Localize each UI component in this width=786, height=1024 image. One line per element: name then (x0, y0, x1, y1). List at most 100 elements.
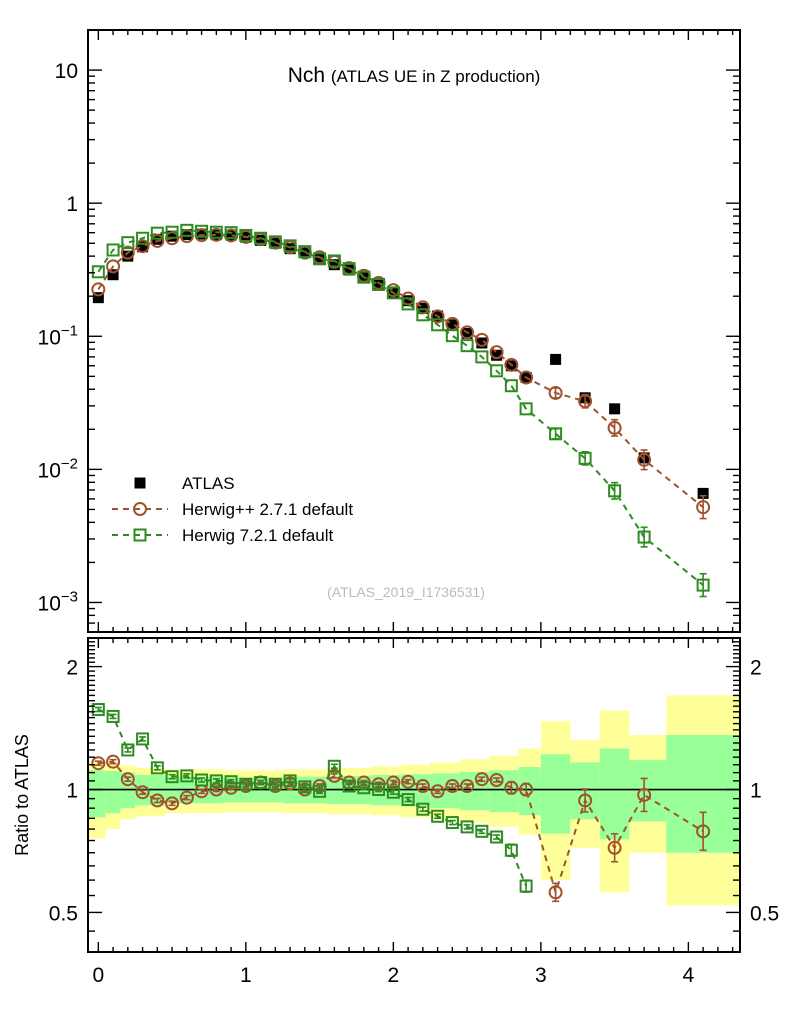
marker-open-square (386, 286, 400, 300)
legend (112, 477, 168, 542)
marker-open-circle (474, 332, 489, 347)
marker-open-square (637, 530, 651, 544)
legend-label: Herwig++ 2.7.1 default (182, 500, 353, 519)
marker-open-square (106, 243, 120, 257)
marker-open-circle (415, 300, 430, 315)
marker-open-square (490, 830, 504, 844)
marker-open-square (519, 402, 533, 416)
marker-open-circle (91, 756, 106, 771)
marker-open-square (460, 820, 474, 834)
marker-open-circle (696, 824, 711, 839)
marker-open-square (224, 226, 238, 240)
marker-open-square (239, 777, 253, 791)
ratio-y-tick-label-right: 0.5 (750, 902, 779, 925)
marker-open-square (327, 759, 341, 773)
marker-open-square (327, 254, 341, 268)
marker-open-circle (519, 370, 534, 385)
marker-open-square (195, 224, 209, 238)
marker-open-square (504, 379, 518, 393)
marker-open-circle (135, 785, 150, 800)
marker-filled-square (107, 269, 119, 281)
marker-open-square (165, 770, 179, 784)
marker-open-circle (150, 233, 165, 248)
marker-filled-square (284, 243, 296, 255)
marker-open-square (121, 743, 135, 757)
marker-open-square (386, 785, 400, 799)
marker-open-circle (106, 259, 121, 274)
marker-open-circle (445, 779, 460, 794)
marker-open-circle (519, 782, 534, 797)
marker-open-circle (133, 502, 147, 516)
marker-open-square (475, 824, 489, 838)
band-inner (105, 771, 121, 814)
marker-filled-square (225, 229, 237, 241)
band-inner (518, 767, 541, 816)
ratio-y-tick-label: 0.5 (49, 902, 78, 925)
marker-open-circle (401, 774, 416, 789)
plot-title: Nch (ATLAS UE in Z production) (288, 64, 541, 87)
marker-open-circle (578, 394, 593, 409)
y-tick-label: 10 (55, 60, 78, 83)
marker-open-square (298, 245, 312, 259)
marker-open-square (133, 528, 147, 542)
marker-open-square (165, 225, 179, 239)
band-clip-bottom (0, 953, 786, 1024)
marker-open-circle (91, 282, 106, 297)
marker-open-square (209, 225, 223, 239)
marker-open-square (209, 774, 223, 788)
marker-open-square (578, 451, 592, 465)
marker-open-square (549, 427, 563, 441)
marker-open-circle (120, 245, 135, 260)
marker-open-square (372, 277, 386, 291)
marker-filled-square (491, 349, 503, 361)
marker-filled-square (373, 278, 385, 290)
marker-open-square (416, 802, 430, 816)
marker-open-square (298, 780, 312, 794)
marker-open-square (401, 297, 415, 311)
marker-open-circle (179, 790, 194, 805)
ratio-series-herwig-7-2-1-default (91, 703, 533, 893)
marker-open-circle (150, 793, 165, 808)
marker-open-circle (135, 239, 150, 254)
marker-open-square (401, 793, 415, 807)
y-tick-label: 1 (66, 193, 78, 216)
main-panel-frame (87, 29, 741, 633)
marker-open-circle (474, 772, 489, 787)
marker-open-square (268, 235, 282, 249)
marker-open-circle (489, 345, 504, 360)
marker-open-circle (460, 325, 475, 340)
legend-label: Herwig 7.2.1 default (182, 526, 333, 545)
ratio-axis-label: Ratio to ATLAS (12, 734, 32, 856)
marker-filled-square (550, 353, 562, 365)
marker-filled-square (697, 487, 709, 499)
marker-open-square (372, 783, 386, 797)
marker-filled-square (122, 250, 134, 262)
marker-filled-square (181, 229, 193, 241)
marker-open-square (91, 265, 105, 279)
marker-open-square (150, 761, 164, 775)
series-herwig-7-2-1-default (91, 223, 710, 598)
marker-open-square (283, 774, 297, 788)
band-inner (120, 772, 136, 809)
ratio-line (97, 708, 528, 887)
marker-open-square (445, 816, 459, 830)
marker-open-circle (430, 309, 445, 324)
marker-open-circle (607, 420, 622, 435)
marker-filled-square (166, 230, 178, 242)
marker-open-square (519, 879, 533, 893)
marker-open-circle (637, 787, 652, 802)
marker-open-square (254, 776, 268, 790)
marker-open-circle (578, 793, 593, 808)
marker-filled-square (255, 234, 267, 246)
marker-open-square (342, 262, 356, 276)
marker-open-circle (637, 452, 652, 467)
x-tick-label: 0 (92, 964, 104, 987)
marker-filled-square (134, 477, 146, 489)
band-inner (489, 770, 519, 813)
marker-filled-square (609, 403, 621, 415)
marker-open-square (121, 236, 135, 250)
band-inner (599, 748, 630, 840)
x-tick-label: 1 (240, 964, 252, 987)
marker-open-square (431, 318, 445, 332)
